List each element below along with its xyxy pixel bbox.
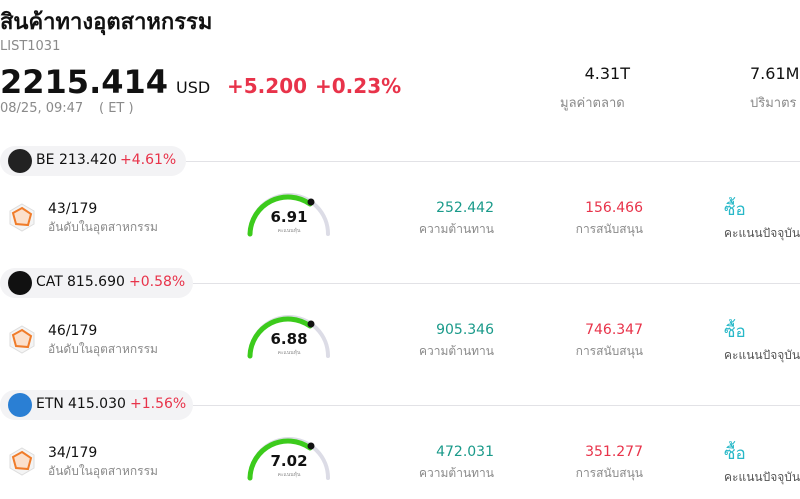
support: 746.347 xyxy=(585,322,643,338)
ticker: ETN xyxy=(36,396,64,412)
code: LIST1031 xyxy=(0,39,61,54)
score-label: คะแนนหุ้น xyxy=(277,228,301,234)
resistance-label: ความต้านทาน xyxy=(419,344,494,358)
resistance-label: ความต้านทาน xyxy=(419,222,494,236)
score-gauge xyxy=(247,437,330,481)
rank-icon xyxy=(9,447,35,476)
signal[interactable]: ซื้อ xyxy=(724,444,746,464)
divider xyxy=(193,283,800,284)
ticker-price: 213.420 xyxy=(59,152,117,168)
score: 6.88 xyxy=(270,330,308,348)
ticker-price: 415.030 xyxy=(68,396,126,412)
ticker-change: +4.61% xyxy=(120,152,177,168)
rank-label: อันดับในอุตสาหกรรม xyxy=(48,220,158,234)
divider xyxy=(193,405,800,406)
rank: 34/179 xyxy=(48,445,98,461)
volume: 7.61M xyxy=(750,64,800,83)
change-pct: +0.23% xyxy=(315,74,402,98)
score-label: คะแนนหุ้น xyxy=(277,472,301,478)
signal-label: คะแนนปัจจุบัน xyxy=(724,226,800,240)
score-gauge xyxy=(247,315,330,359)
rank: 46/179 xyxy=(48,323,98,339)
logo xyxy=(8,393,32,417)
signal-label: คะแนนปัจจุบัน xyxy=(724,470,800,484)
signal[interactable]: ซื้อ xyxy=(724,200,746,220)
rank-icon xyxy=(9,203,35,232)
ticker-pill[interactable] xyxy=(0,390,193,420)
time: 08/25, 09:47 xyxy=(0,101,84,116)
title: สินค้าทางอุตสาหกรรม xyxy=(0,10,213,35)
ticker-change: +0.58% xyxy=(129,274,186,290)
signal[interactable]: ซื้อ xyxy=(724,322,746,342)
resistance: 472.031 xyxy=(436,444,494,460)
support: 156.466 xyxy=(585,200,643,216)
rank-icon xyxy=(9,325,35,354)
timezone: ( ET ) xyxy=(99,101,134,116)
market-cap-label: มูลค่าตลาด xyxy=(560,96,625,111)
rank: 43/179 xyxy=(48,201,98,217)
change: +5.200 xyxy=(227,74,308,98)
score-gauge xyxy=(247,193,330,237)
ticker-pill[interactable] xyxy=(0,268,193,298)
score: 7.02 xyxy=(270,452,308,470)
ticker: CAT xyxy=(36,274,63,290)
ticker-change: +1.56% xyxy=(130,396,187,412)
logo xyxy=(8,271,32,295)
resistance-label: ความต้านทาน xyxy=(419,466,494,480)
volume-label: ปริมาตร xyxy=(750,96,797,111)
signal-label: คะแนนปัจจุบัน xyxy=(724,348,800,362)
score: 6.91 xyxy=(270,208,308,226)
resistance: 905.346 xyxy=(436,322,494,338)
rank-label: อันดับในอุตสาหกรรม xyxy=(48,342,158,356)
support: 351.277 xyxy=(585,444,643,460)
divider xyxy=(186,161,800,162)
market-cap: 4.31T xyxy=(584,64,630,83)
currency: USD xyxy=(176,78,211,97)
logo xyxy=(8,149,32,173)
ticker: BE xyxy=(36,152,55,168)
rank-label: อันดับในอุตสาหกรรม xyxy=(48,464,158,478)
score-label: คะแนนหุ้น xyxy=(277,350,301,356)
support-label: การสนับสนุน xyxy=(575,466,643,480)
support-label: การสนับสนุน xyxy=(575,222,643,236)
price: 2215.414 xyxy=(0,63,169,101)
ticker-price: 815.690 xyxy=(67,274,125,290)
support-label: การสนับสนุน xyxy=(575,344,643,358)
resistance: 252.442 xyxy=(436,200,494,216)
